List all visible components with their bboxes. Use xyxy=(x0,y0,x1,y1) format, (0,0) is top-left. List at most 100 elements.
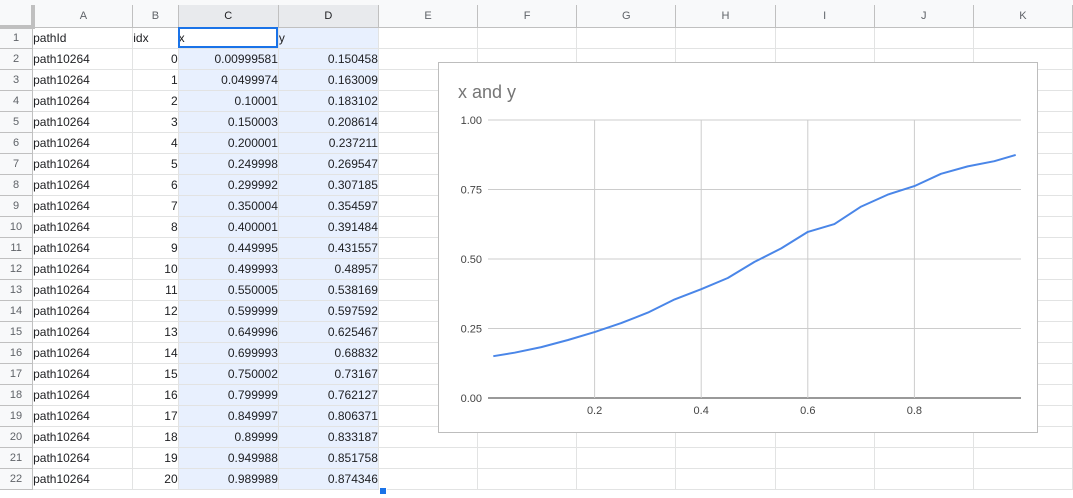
cell-empty[interactable] xyxy=(874,468,974,490)
row-header[interactable]: 18 xyxy=(0,384,34,406)
row-header[interactable]: 8 xyxy=(0,174,34,196)
cell-j1[interactable] xyxy=(874,27,974,49)
cell-pathid[interactable]: path10264 xyxy=(32,90,134,112)
column-header-i[interactable]: I xyxy=(775,5,875,28)
column-header-k[interactable]: K xyxy=(973,5,1073,28)
row-header[interactable]: 10 xyxy=(0,216,34,238)
row-header[interactable]: 22 xyxy=(0,468,34,490)
column-header-h[interactable]: H xyxy=(675,5,776,28)
cell-idx[interactable]: 11 xyxy=(132,279,179,301)
cell-idx[interactable]: 5 xyxy=(132,153,179,175)
cell-empty[interactable] xyxy=(378,447,479,469)
cell-y[interactable]: 0.851758 xyxy=(278,447,379,469)
column-header-j[interactable]: J xyxy=(874,5,974,28)
cell-pathid[interactable]: path10264 xyxy=(32,237,134,259)
cell-x[interactable]: 0.400001 xyxy=(178,216,279,238)
cell-empty[interactable] xyxy=(576,447,677,469)
cell-y[interactable]: 0.597592 xyxy=(278,300,379,322)
cell-empty[interactable] xyxy=(973,447,1073,469)
cell-y[interactable]: 0.73167 xyxy=(278,363,379,385)
row-header[interactable]: 2 xyxy=(0,48,34,70)
cell-y[interactable]: 0.269547 xyxy=(278,153,379,175)
cell-empty[interactable] xyxy=(576,468,677,490)
cell-x[interactable]: 0.89999 xyxy=(178,426,279,448)
selection-fill-handle[interactable] xyxy=(379,487,387,495)
cell-empty[interactable] xyxy=(675,447,776,469)
cell-x[interactable]: 0.849997 xyxy=(178,405,279,427)
cell-y[interactable]: 0.874346 xyxy=(278,468,379,490)
cell-x[interactable]: 0.00999581 xyxy=(178,48,279,70)
cell-y[interactable]: 0.237211 xyxy=(278,132,379,154)
cell-i1[interactable] xyxy=(775,27,875,49)
cell-pathid[interactable]: path10264 xyxy=(32,48,134,70)
cell-empty[interactable] xyxy=(874,447,974,469)
cell-pathid[interactable]: path10264 xyxy=(32,132,134,154)
cell-pathid[interactable]: path10264 xyxy=(32,300,134,322)
cell-x[interactable]: 0.249998 xyxy=(178,153,279,175)
cell-x[interactable]: 0.449995 xyxy=(178,237,279,259)
cell-pathid[interactable]: path10264 xyxy=(32,342,134,364)
cell-empty[interactable] xyxy=(973,468,1073,490)
cell-idx[interactable]: 17 xyxy=(132,405,179,427)
cell-idx[interactable]: 19 xyxy=(132,447,179,469)
cell-pathid[interactable]: path10264 xyxy=(32,174,134,196)
cell-y[interactable]: 0.538169 xyxy=(278,279,379,301)
cell-b1[interactable]: idx xyxy=(132,27,179,49)
cell-y[interactable]: 0.68832 xyxy=(278,342,379,364)
cell-pathid[interactable]: path10264 xyxy=(32,69,134,91)
cell-pathid[interactable]: path10264 xyxy=(32,363,134,385)
cell-idx[interactable]: 1 xyxy=(132,69,179,91)
cell-k1[interactable] xyxy=(973,27,1073,49)
cell-x[interactable]: 0.10001 xyxy=(178,90,279,112)
cell-y[interactable]: 0.208614 xyxy=(278,111,379,133)
cell-idx[interactable]: 12 xyxy=(132,300,179,322)
cell-idx[interactable]: 14 xyxy=(132,342,179,364)
cell-pathid[interactable]: path10264 xyxy=(32,384,134,406)
cell-d1[interactable]: y xyxy=(278,27,379,49)
row-header[interactable]: 19 xyxy=(0,405,34,427)
row-header[interactable]: 11 xyxy=(0,237,34,259)
cell-pathid[interactable]: path10264 xyxy=(32,216,134,238)
row-header[interactable]: 4 xyxy=(0,90,34,112)
cell-y[interactable]: 0.391484 xyxy=(278,216,379,238)
cell-y[interactable]: 0.183102 xyxy=(278,90,379,112)
row-header[interactable]: 20 xyxy=(0,426,34,448)
row-header[interactable]: 16 xyxy=(0,342,34,364)
cell-x[interactable]: 0.150003 xyxy=(178,111,279,133)
cell-pathid[interactable]: path10264 xyxy=(32,468,134,490)
cell-y[interactable]: 0.307185 xyxy=(278,174,379,196)
cell-x[interactable]: 0.750002 xyxy=(178,363,279,385)
column-header-d[interactable]: D xyxy=(278,5,379,28)
column-header-g[interactable]: G xyxy=(576,5,677,28)
cell-x[interactable]: 0.499993 xyxy=(178,258,279,280)
cell-x[interactable]: 0.599999 xyxy=(178,300,279,322)
cell-x[interactable]: 0.350004 xyxy=(178,195,279,217)
cell-a1[interactable]: pathId xyxy=(32,27,134,49)
row-header[interactable]: 21 xyxy=(0,447,34,469)
chart-x-and-y[interactable]: x and y 0.00 0.25 0.50 0.75 1.00 0.2 0.4 0.6 0.8 xyxy=(438,62,1038,433)
cell-empty[interactable] xyxy=(477,447,578,469)
cell-idx[interactable]: 2 xyxy=(132,90,179,112)
cell-idx[interactable]: 20 xyxy=(132,468,179,490)
row-header[interactable]: 17 xyxy=(0,363,34,385)
cell-c1[interactable]: x xyxy=(178,27,279,49)
cell-idx[interactable]: 18 xyxy=(132,426,179,448)
row-header[interactable]: 1 xyxy=(0,27,34,49)
row-header[interactable]: 15 xyxy=(0,321,34,343)
select-all-corner[interactable] xyxy=(0,5,35,29)
cell-empty[interactable] xyxy=(775,468,875,490)
cell-y[interactable]: 0.150458 xyxy=(278,48,379,70)
cell-y[interactable]: 0.431557 xyxy=(278,237,379,259)
column-header-f[interactable]: F xyxy=(477,5,578,28)
cell-y[interactable]: 0.354597 xyxy=(278,195,379,217)
cell-h1[interactable] xyxy=(675,27,776,49)
cell-y[interactable]: 0.762127 xyxy=(278,384,379,406)
cell-x[interactable]: 0.649996 xyxy=(178,321,279,343)
cell-pathid[interactable]: path10264 xyxy=(32,426,134,448)
cell-e1[interactable] xyxy=(378,27,479,49)
row-header[interactable]: 14 xyxy=(0,300,34,322)
row-header[interactable]: 5 xyxy=(0,111,34,133)
cell-y[interactable]: 0.833187 xyxy=(278,426,379,448)
cell-pathid[interactable]: path10264 xyxy=(32,153,134,175)
row-header[interactable]: 13 xyxy=(0,279,34,301)
